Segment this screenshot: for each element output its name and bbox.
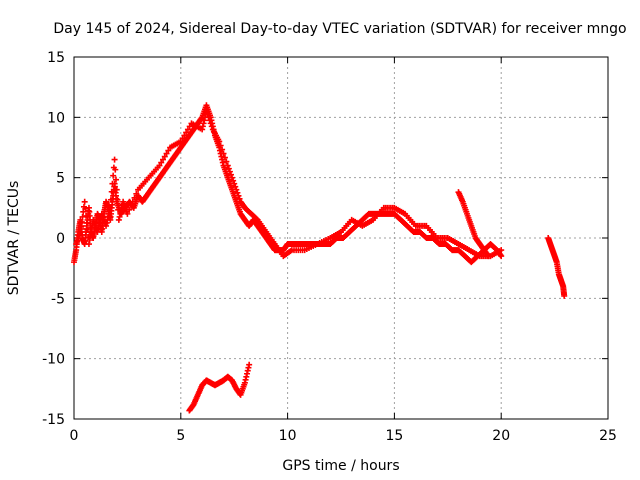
data-point [133,190,140,197]
data-point [112,166,119,173]
data-point [177,138,184,145]
data-point [165,147,172,154]
chart-title: Day 145 of 2024, Sidereal Day-to-day VTE… [53,21,626,37]
x-tick-label: 25 [599,428,617,444]
data-point [234,189,241,196]
data-point [226,168,233,175]
data-point [78,218,85,225]
data-point [235,192,242,199]
x-tick-label: 10 [279,428,297,444]
data-point [217,142,224,149]
data-point [129,198,136,205]
data-point [224,162,231,169]
data-point [179,135,186,142]
data-point [114,196,121,203]
data-points [71,102,568,414]
y-tick-label: 0 [56,231,65,247]
data-point [110,172,117,179]
data-point [158,159,165,166]
data-point [498,247,505,254]
data-point [83,212,90,219]
data-point [207,120,214,127]
data-point [160,156,166,163]
data-point [115,206,122,213]
x-tick-label: 5 [176,428,185,444]
data-point [131,194,138,201]
data-point [485,253,492,260]
data-point [82,205,89,212]
data-point [111,156,118,163]
data-point [79,213,86,220]
series-sdtvar-low-arc [186,361,253,414]
data-point [233,186,240,193]
series-sdtvar-late-arc [455,189,492,260]
y-tick-label: -10 [42,352,65,368]
data-point [83,219,90,226]
y-tick-label: -5 [51,291,65,307]
data-point [184,126,191,133]
data-point [203,108,210,115]
data-point [107,204,114,211]
data-point [253,215,260,222]
data-point [208,123,215,130]
y-tick-label: -15 [42,412,65,428]
data-point [127,202,134,209]
data-point [236,195,243,202]
data-point [77,228,84,235]
data-point [126,206,133,213]
data-point [181,132,188,139]
x-tick-label: 20 [492,428,510,444]
data-point [223,158,230,165]
data-point [108,196,115,203]
y-tick-label: 5 [56,171,65,187]
data-point [124,210,131,217]
data-point [78,223,85,230]
data-point [221,154,228,161]
data-point [108,188,115,195]
y-tick-label: 10 [47,110,65,126]
data-point [113,186,120,193]
data-point [216,138,223,145]
data-point [220,150,227,157]
data-point [81,198,88,205]
data-point [225,165,232,172]
x-tick-label: 0 [70,428,79,444]
data-point [219,146,226,153]
data-point [498,253,505,260]
data-point [232,183,239,190]
data-point [80,208,87,215]
data-point [161,153,168,160]
data-point [246,361,253,368]
x-tick-label: 15 [385,428,403,444]
data-point [205,114,212,121]
y-axis-label: SDTVAR / TECUs [6,181,22,296]
axis-ticks: 0 5 10 15 20 25 -15 -10 -5 0 5 10 15 [42,50,617,444]
series-sdtvar-secondary [73,108,505,260]
data-point [109,180,116,187]
data-point [84,226,91,233]
data-point [163,150,170,157]
data-point [183,129,190,136]
data-point [204,111,211,118]
data-point [206,117,213,124]
data-point [230,177,237,184]
data-point [186,123,193,130]
data-point [231,180,238,187]
data-point [156,162,163,169]
x-axis-label: GPS time / hours [282,458,399,474]
data-point [227,171,234,178]
data-point [561,292,568,299]
series-sdtvar-end-arc [545,235,568,299]
data-point [229,174,236,181]
y-tick-label: 15 [47,50,65,66]
data-point [113,176,120,183]
